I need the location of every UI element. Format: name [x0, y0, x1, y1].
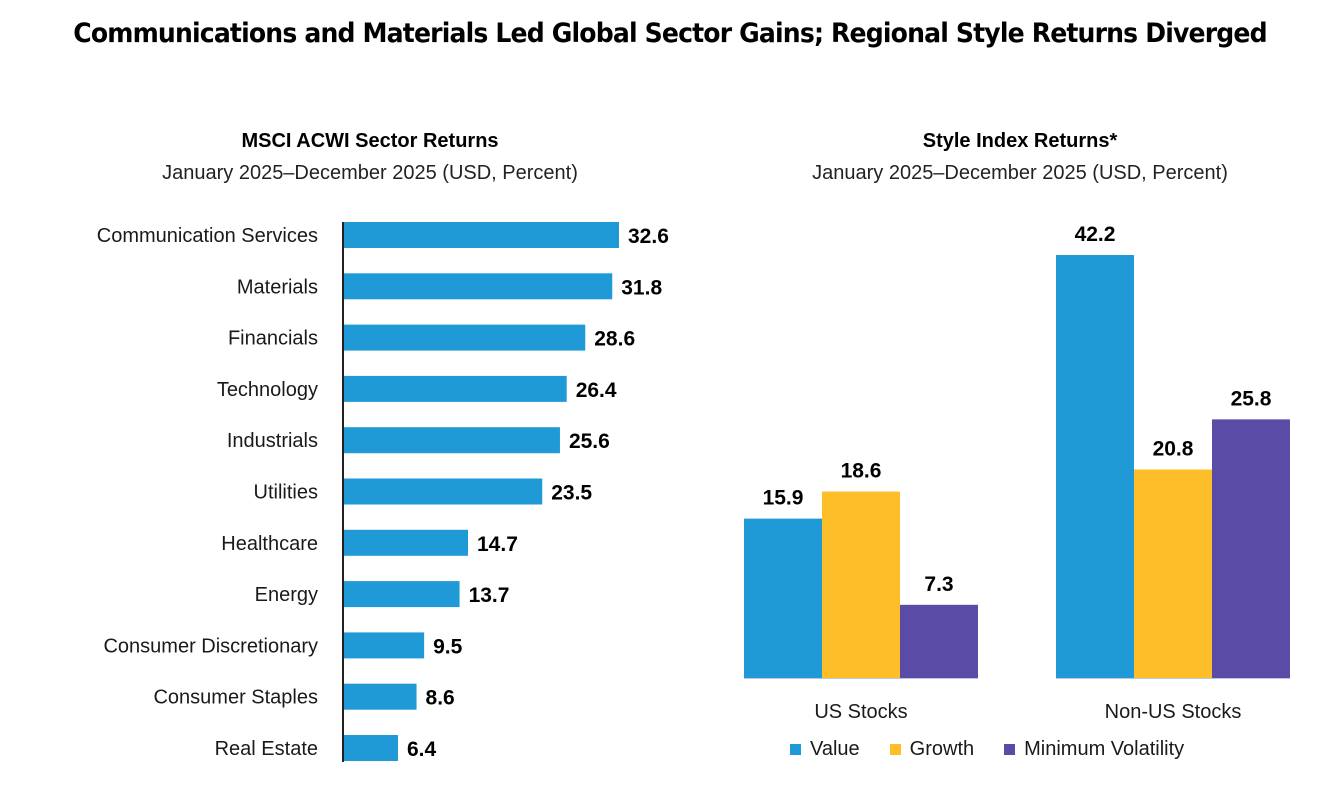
sector-value-label: 13.7: [469, 584, 510, 607]
sector-label: Energy: [255, 584, 318, 606]
sector-label: Materials: [237, 276, 318, 298]
sector-value-label: 23.5: [551, 482, 592, 505]
sector-value-label: 32.6: [628, 225, 669, 248]
sector-bar: [344, 222, 619, 248]
style-bar-growth: [1134, 469, 1212, 678]
style-bar-value: [744, 518, 822, 678]
sector-bar: [344, 427, 560, 454]
sector-value-label: 25.6: [569, 430, 610, 453]
sector-value-label: 28.6: [594, 328, 635, 351]
sector-bar: [344, 529, 469, 556]
sector-value-label: 9.5: [433, 635, 463, 658]
sector-value-label: 8.6: [426, 687, 455, 710]
legend-swatch-value: [790, 744, 801, 755]
sector-label: Financials: [228, 328, 318, 350]
sector-value-label: 14.7: [477, 533, 518, 556]
sector-bar: [344, 478, 543, 505]
sector-label: Utilities: [254, 482, 318, 504]
sector-label: Communication Services: [97, 225, 318, 247]
style-value-label-value: 42.2: [1075, 223, 1116, 246]
sector-bar: [344, 375, 567, 402]
sector-value-label: 6.4: [407, 738, 437, 761]
sector-label: Consumer Discretionary: [103, 635, 318, 657]
style-bar-value: [1056, 255, 1134, 678]
sector-bar: [344, 581, 460, 608]
legend-label-min-volatility: Minimum Volatility: [1024, 738, 1185, 760]
main-title: Communications and Materials Led Global …: [73, 18, 1267, 49]
style-bar-min-volatility: [900, 604, 978, 678]
sector-chart-title: MSCI ACWI Sector Returns: [241, 130, 499, 152]
sector-bar: [344, 632, 425, 659]
legend-item-growth: Growth: [889, 738, 975, 761]
style-chart-subtitle: January 2025–December 2025 (USD, Percent…: [812, 162, 1228, 184]
sector-label: Healthcare: [221, 533, 318, 555]
sector-bar: [344, 735, 398, 761]
sector-chart-subtitle: January 2025–December 2025 (USD, Percent…: [162, 162, 578, 184]
sector-value-label: 31.8: [621, 276, 662, 299]
legend-swatch-min-volatility: [1004, 744, 1016, 755]
legend-item-value: Value: [790, 738, 860, 761]
style-chart-title: Style Index Returns*: [922, 130, 1118, 152]
style-category-label: US Stocks: [814, 701, 907, 723]
legend-label-value: Value: [810, 738, 860, 760]
style-value-label-growth: 18.6: [841, 460, 882, 483]
legend-label-growth: Growth: [909, 738, 975, 760]
sector-label: Industrials: [227, 430, 318, 452]
style-value-label-growth: 20.8: [1153, 438, 1194, 461]
style-chart-legend: Value Growth Minimum Volatility: [790, 738, 1214, 761]
style-value-label-value: 15.9: [763, 487, 804, 510]
style-bar-min-volatility: [1212, 419, 1290, 678]
legend-swatch-growth: [889, 744, 901, 755]
sector-bar: [344, 273, 613, 300]
sector-label: Real Estate: [215, 738, 318, 760]
legend-item-min-volatility: Minimum Volatility: [1004, 738, 1184, 761]
style-value-label-min-volatility: 25.8: [1231, 387, 1272, 410]
sector-value-label: 26.4: [576, 379, 617, 402]
style-category-label: Non-US Stocks: [1105, 701, 1242, 723]
style-bar-growth: [822, 491, 900, 678]
sector-bar: [344, 683, 417, 710]
sector-label: Consumer Staples: [153, 687, 318, 709]
sector-bar: [344, 324, 586, 351]
style-value-label-min-volatility: 7.3: [924, 573, 953, 596]
sector-label: Technology: [217, 379, 318, 401]
